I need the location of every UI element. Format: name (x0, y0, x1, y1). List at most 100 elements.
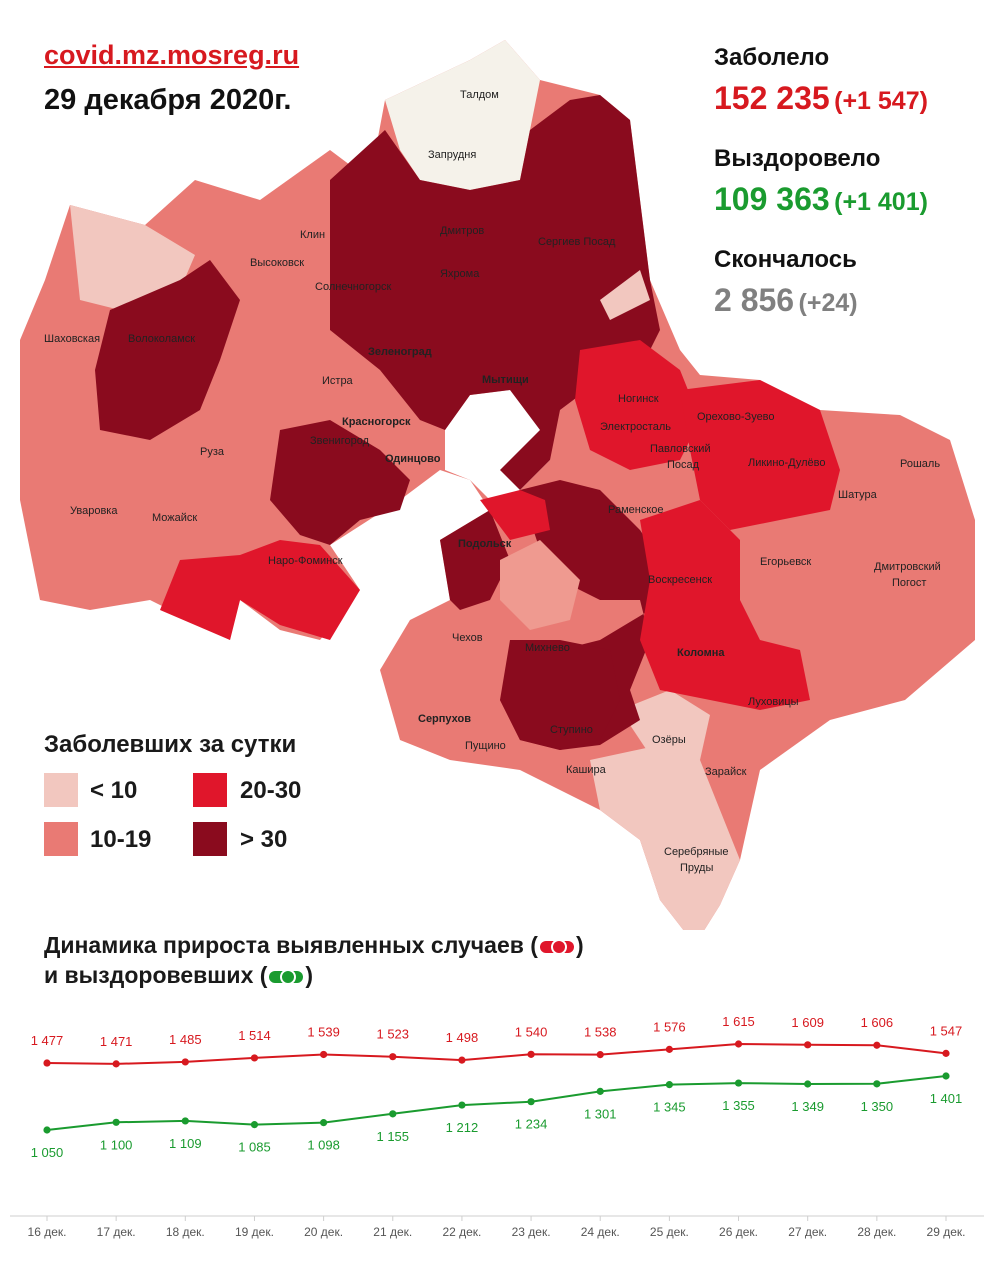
city-label-pavlovsky-posad: Павловский (650, 443, 711, 455)
site-link[interactable]: covid.mz.mosreg.ru (44, 40, 300, 70)
data-label: 1 212 (446, 1120, 479, 1135)
city-label-shakhovskaya: Шаховская (44, 333, 100, 345)
legend-swatch-lt10 (44, 773, 78, 807)
data-label: 1 485 (169, 1032, 202, 1047)
dynamics-line-chart: 1 477 1 471 1 485 1 514 1 539 1 523 1 498 1 540… (10, 1014, 984, 1239)
died-value: 2 856 (714, 282, 795, 318)
legend-swatch-gt30 (193, 822, 227, 856)
series-line-1 (46, 1075, 947, 1131)
recovered-delta: (+1 401) (834, 188, 928, 216)
data-point (181, 1058, 189, 1066)
map-region-20-30 (480, 490, 550, 540)
data-label: 1 538 (584, 1025, 617, 1040)
city-label-solnechnogorsk: Солнечногорск (315, 281, 391, 293)
legend-swatch-10-19 (44, 822, 78, 856)
dynamics-title-end1: ) (575, 932, 584, 958)
data-point (389, 1053, 397, 1061)
city-label-istra: Истра (322, 375, 354, 387)
data-label: 1 109 (169, 1136, 202, 1151)
city-label-serebryanye-prudy: Серебряные (664, 846, 729, 858)
legend-label-gt30: > 30 (240, 826, 288, 853)
city-label-chekhov: Чехов (452, 632, 483, 644)
data-point (734, 1079, 743, 1087)
data-point (112, 1118, 120, 1126)
city-label-dmitrovsky-pogost-2: Погост (892, 577, 926, 589)
data-point (458, 1056, 466, 1064)
chart-marks: 1 477 1 471 1 485 1 514 1 539 1 523 1 498 1 540… (28, 1014, 966, 1239)
data-label: 1 355 (722, 1098, 755, 1113)
data-point (665, 1045, 673, 1053)
city-label-pushchino: Пущино (465, 740, 506, 752)
data-label: 1 498 (446, 1030, 479, 1045)
x-tick-label: 25 дек. (650, 1225, 689, 1239)
data-point (458, 1101, 466, 1109)
x-tick-label: 26 дек. (719, 1225, 758, 1239)
data-label: 1 615 (722, 1014, 755, 1029)
city-label-pavlovsky-posad-2: Посад (667, 459, 700, 471)
legend-swatch-20-30 (193, 773, 227, 807)
city-label-mozhaysk: Можайск (152, 512, 197, 524)
data-point (181, 1117, 189, 1125)
data-point (873, 1041, 881, 1049)
data-label: 1 155 (376, 1129, 409, 1144)
legend-label-20-30: 20-30 (240, 777, 302, 804)
report-date: 29 декабря 2020г. (44, 84, 292, 116)
recovered-row: 109 363 (+1 401) (714, 181, 928, 218)
city-label-ruza: Руза (200, 446, 225, 458)
data-point (43, 1126, 51, 1134)
data-point (873, 1080, 881, 1088)
data-point (734, 1040, 743, 1048)
city-label-krasnogorsk: Красногорск (342, 416, 411, 428)
city-label-serebryanye-prudy-2: Пруды (680, 862, 713, 874)
city-label-odintsovo: Одинцово (385, 453, 441, 465)
data-point (320, 1050, 328, 1059)
x-tick-label: 27 дек. (788, 1225, 827, 1239)
city-label-yakhroma: Яхрома (440, 268, 480, 280)
city-label-voskresensk: Воскресенск (648, 574, 712, 586)
data-point (665, 1081, 673, 1089)
city-label-podolsk: Подольск (458, 538, 512, 550)
city-label-zaprudnya: Запрудня (428, 149, 476, 161)
dynamics-title-line1: Динамика прироста выявленных случаев () (44, 932, 584, 959)
city-label-stupino: Ступино (550, 724, 593, 736)
city-label-mikhnevo: Михнево (525, 642, 570, 654)
city-label-ramenskoe: Раменское (608, 504, 664, 516)
data-label: 1 514 (238, 1028, 271, 1043)
recovered-label: Выздоровело (714, 145, 881, 172)
city-label-likino-dulevo: Ликино-Дулёво (748, 457, 826, 469)
data-point (527, 1050, 535, 1058)
legend-title: Заболевших за сутки (44, 731, 297, 758)
data-label: 1 401 (930, 1091, 963, 1106)
dynamics-title-text2: и выздоровевших ( (44, 962, 268, 988)
city-label-zelenograd: Зеленоград (368, 346, 432, 358)
died-row: 2 856 (+24) (714, 282, 858, 319)
x-tick-label: 22 дек. (442, 1225, 481, 1239)
infected-row: 152 235 (+1 547) (714, 80, 928, 117)
region-map: Талдом Запрудня Дмитров Сергиев Посад Кл… (20, 40, 975, 930)
data-point (43, 1059, 51, 1067)
infected-label: Заболело (714, 44, 830, 71)
died-delta: (+24) (798, 289, 858, 317)
died-label: Скончалось (714, 246, 857, 273)
data-label: 1 345 (653, 1100, 686, 1115)
map-labels: Талдом Запрудня Дмитров Сергиев Посад Кл… (44, 89, 941, 874)
city-label-egorevsk: Егорьевск (760, 556, 811, 568)
data-label: 1 100 (100, 1137, 133, 1152)
map-region-lt10 (385, 40, 540, 190)
data-label: 1 471 (100, 1034, 133, 1049)
x-tick-label: 28 дек. (857, 1225, 896, 1239)
city-label-dmitrovsky-pogost: Дмитровский (874, 561, 941, 573)
data-label: 1 576 (653, 1019, 686, 1034)
map-region-20-30 (575, 340, 700, 470)
dynamics-title-line2: и выздоровевших () (44, 962, 313, 989)
city-label-mytishchi: Мытищи (482, 374, 529, 386)
city-label-elektrostal: Электросталь (600, 421, 671, 433)
data-label: 1 349 (791, 1099, 824, 1114)
data-point (942, 1049, 950, 1057)
data-point (320, 1119, 328, 1127)
data-point (804, 1080, 812, 1088)
recovered-value: 109 363 (714, 181, 830, 217)
data-label: 1 301 (584, 1106, 617, 1121)
map-region-20-30 (160, 540, 360, 640)
city-label-lukhovitsy: Луховицы (748, 696, 799, 708)
